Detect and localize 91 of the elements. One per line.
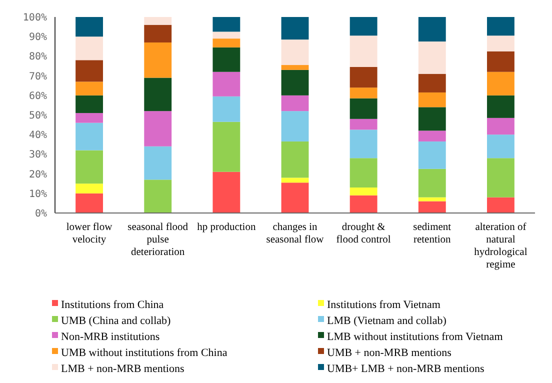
- x-tick-label: changes in seasonal flow: [266, 222, 324, 246]
- x-tick-label: hp production: [197, 222, 256, 233]
- bar: [144, 24, 172, 42]
- x-tick-label: sediment retention: [413, 222, 452, 246]
- bar: [418, 74, 446, 92]
- bar: [418, 201, 446, 213]
- bar: [418, 42, 446, 74]
- bar: [281, 65, 309, 70]
- legend-label: Institutions from Vietnam: [327, 298, 441, 311]
- bar: [487, 118, 514, 135]
- bar: [487, 36, 514, 52]
- legend-label: Non-MRB institutions: [61, 330, 160, 343]
- bar: [144, 111, 172, 146]
- y-tick-label: 0%: [34, 208, 47, 220]
- bar: [350, 158, 378, 188]
- x-tick-label: seasonal flood pulse deterioration: [128, 222, 189, 258]
- bar: [418, 130, 446, 142]
- bar: [212, 47, 240, 72]
- bar: [76, 82, 103, 96]
- bar: [76, 193, 103, 213]
- bar: [212, 38, 240, 48]
- bar: [76, 122, 103, 150]
- bar: [144, 146, 172, 180]
- bar: [76, 36, 103, 60]
- bar: [350, 130, 378, 158]
- y-tick-label: 60%: [28, 90, 47, 102]
- bar: [212, 96, 240, 122]
- bar: [350, 36, 378, 67]
- x-tick-label: alteration of natural hydrological regime: [474, 222, 528, 270]
- bar: [487, 134, 514, 158]
- bar: [144, 17, 172, 25]
- y-tick-label: 10%: [28, 188, 47, 200]
- bar: [418, 168, 446, 198]
- bar: [350, 195, 378, 213]
- bar: [281, 95, 309, 112]
- bar: [487, 51, 514, 72]
- legend-label: Institutions from China: [61, 298, 164, 311]
- bar: [418, 92, 446, 108]
- y-tick-label: 80%: [28, 52, 47, 63]
- bar: [487, 158, 514, 198]
- legend-label: UMB+ LMB + non-MRB mentions: [327, 362, 484, 375]
- bar: [281, 178, 309, 183]
- bar: [281, 17, 309, 40]
- bar: [212, 122, 240, 172]
- bar: [350, 188, 378, 196]
- bar: [76, 113, 103, 123]
- bar: [418, 107, 446, 131]
- bar: [212, 32, 240, 39]
- y-tick-label: 40%: [28, 130, 47, 142]
- legend-label: LMB without institutions from Vietnam: [327, 330, 504, 343]
- x-tick-label: lower flow velocity: [66, 222, 113, 246]
- legend-label: UMB (China and collab): [61, 314, 172, 327]
- bar: [418, 197, 446, 202]
- bar: [212, 172, 240, 213]
- bar: [212, 72, 240, 96]
- bar: [418, 141, 446, 169]
- bar: [76, 95, 103, 114]
- y-tick-label: 50%: [28, 110, 47, 122]
- bar: [144, 180, 172, 213]
- x-tick-label: drought & flood control: [336, 222, 391, 246]
- bar: [281, 40, 309, 66]
- bar: [350, 118, 378, 130]
- bar: [281, 141, 309, 178]
- legend-label: UMB without institutions from China: [61, 346, 228, 359]
- legend-label: LMB + non-MRB mentions: [61, 362, 184, 375]
- bar: [281, 182, 309, 213]
- bar: [350, 66, 378, 88]
- y-tick-label: 30%: [28, 150, 47, 161]
- bar: [76, 150, 103, 184]
- bar: [487, 17, 514, 36]
- legend-label: LMB (Vietnam and collab): [327, 314, 447, 327]
- bar: [281, 111, 309, 142]
- bar: [487, 72, 514, 96]
- bar: [350, 88, 378, 98]
- bar: [144, 42, 172, 78]
- bar: [350, 17, 378, 36]
- y-tick-label: 90%: [28, 32, 47, 44]
- y-tick-label: 70%: [28, 71, 47, 82]
- bar: [212, 17, 240, 32]
- bar: [144, 78, 172, 112]
- bar: [76, 60, 103, 82]
- bar: [350, 98, 378, 119]
- y-tick-label: 100%: [22, 12, 47, 24]
- bar: [418, 17, 446, 42]
- bar: [76, 184, 103, 194]
- y-tick-label: 20%: [28, 169, 47, 180]
- bar: [76, 17, 103, 37]
- bar: [487, 95, 514, 118]
- legend-label: UMB + non-MRB mentions: [327, 346, 452, 359]
- bar: [487, 197, 514, 213]
- bar: [281, 70, 309, 96]
